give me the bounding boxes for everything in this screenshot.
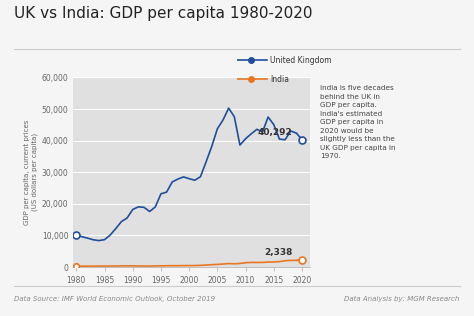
Text: Data Source: IMF World Economic Outlook, October 2019: Data Source: IMF World Economic Outlook,…	[14, 296, 215, 302]
Text: India is five decades
behind the UK in
GDP per capita.
India's estimated
GDP per: India is five decades behind the UK in G…	[320, 85, 395, 159]
Text: UK vs India: GDP per capita 1980-2020: UK vs India: GDP per capita 1980-2020	[14, 6, 313, 21]
Text: United Kingdom: United Kingdom	[270, 56, 332, 64]
Text: India: India	[270, 75, 289, 83]
Text: 40,292: 40,292	[258, 128, 292, 137]
Text: Data Analysis by: MGM Research: Data Analysis by: MGM Research	[345, 296, 460, 302]
Text: 2,338: 2,338	[264, 248, 292, 257]
Y-axis label: GDP per capita, current prices
(US dollars per capita): GDP per capita, current prices (US dolla…	[24, 119, 38, 225]
